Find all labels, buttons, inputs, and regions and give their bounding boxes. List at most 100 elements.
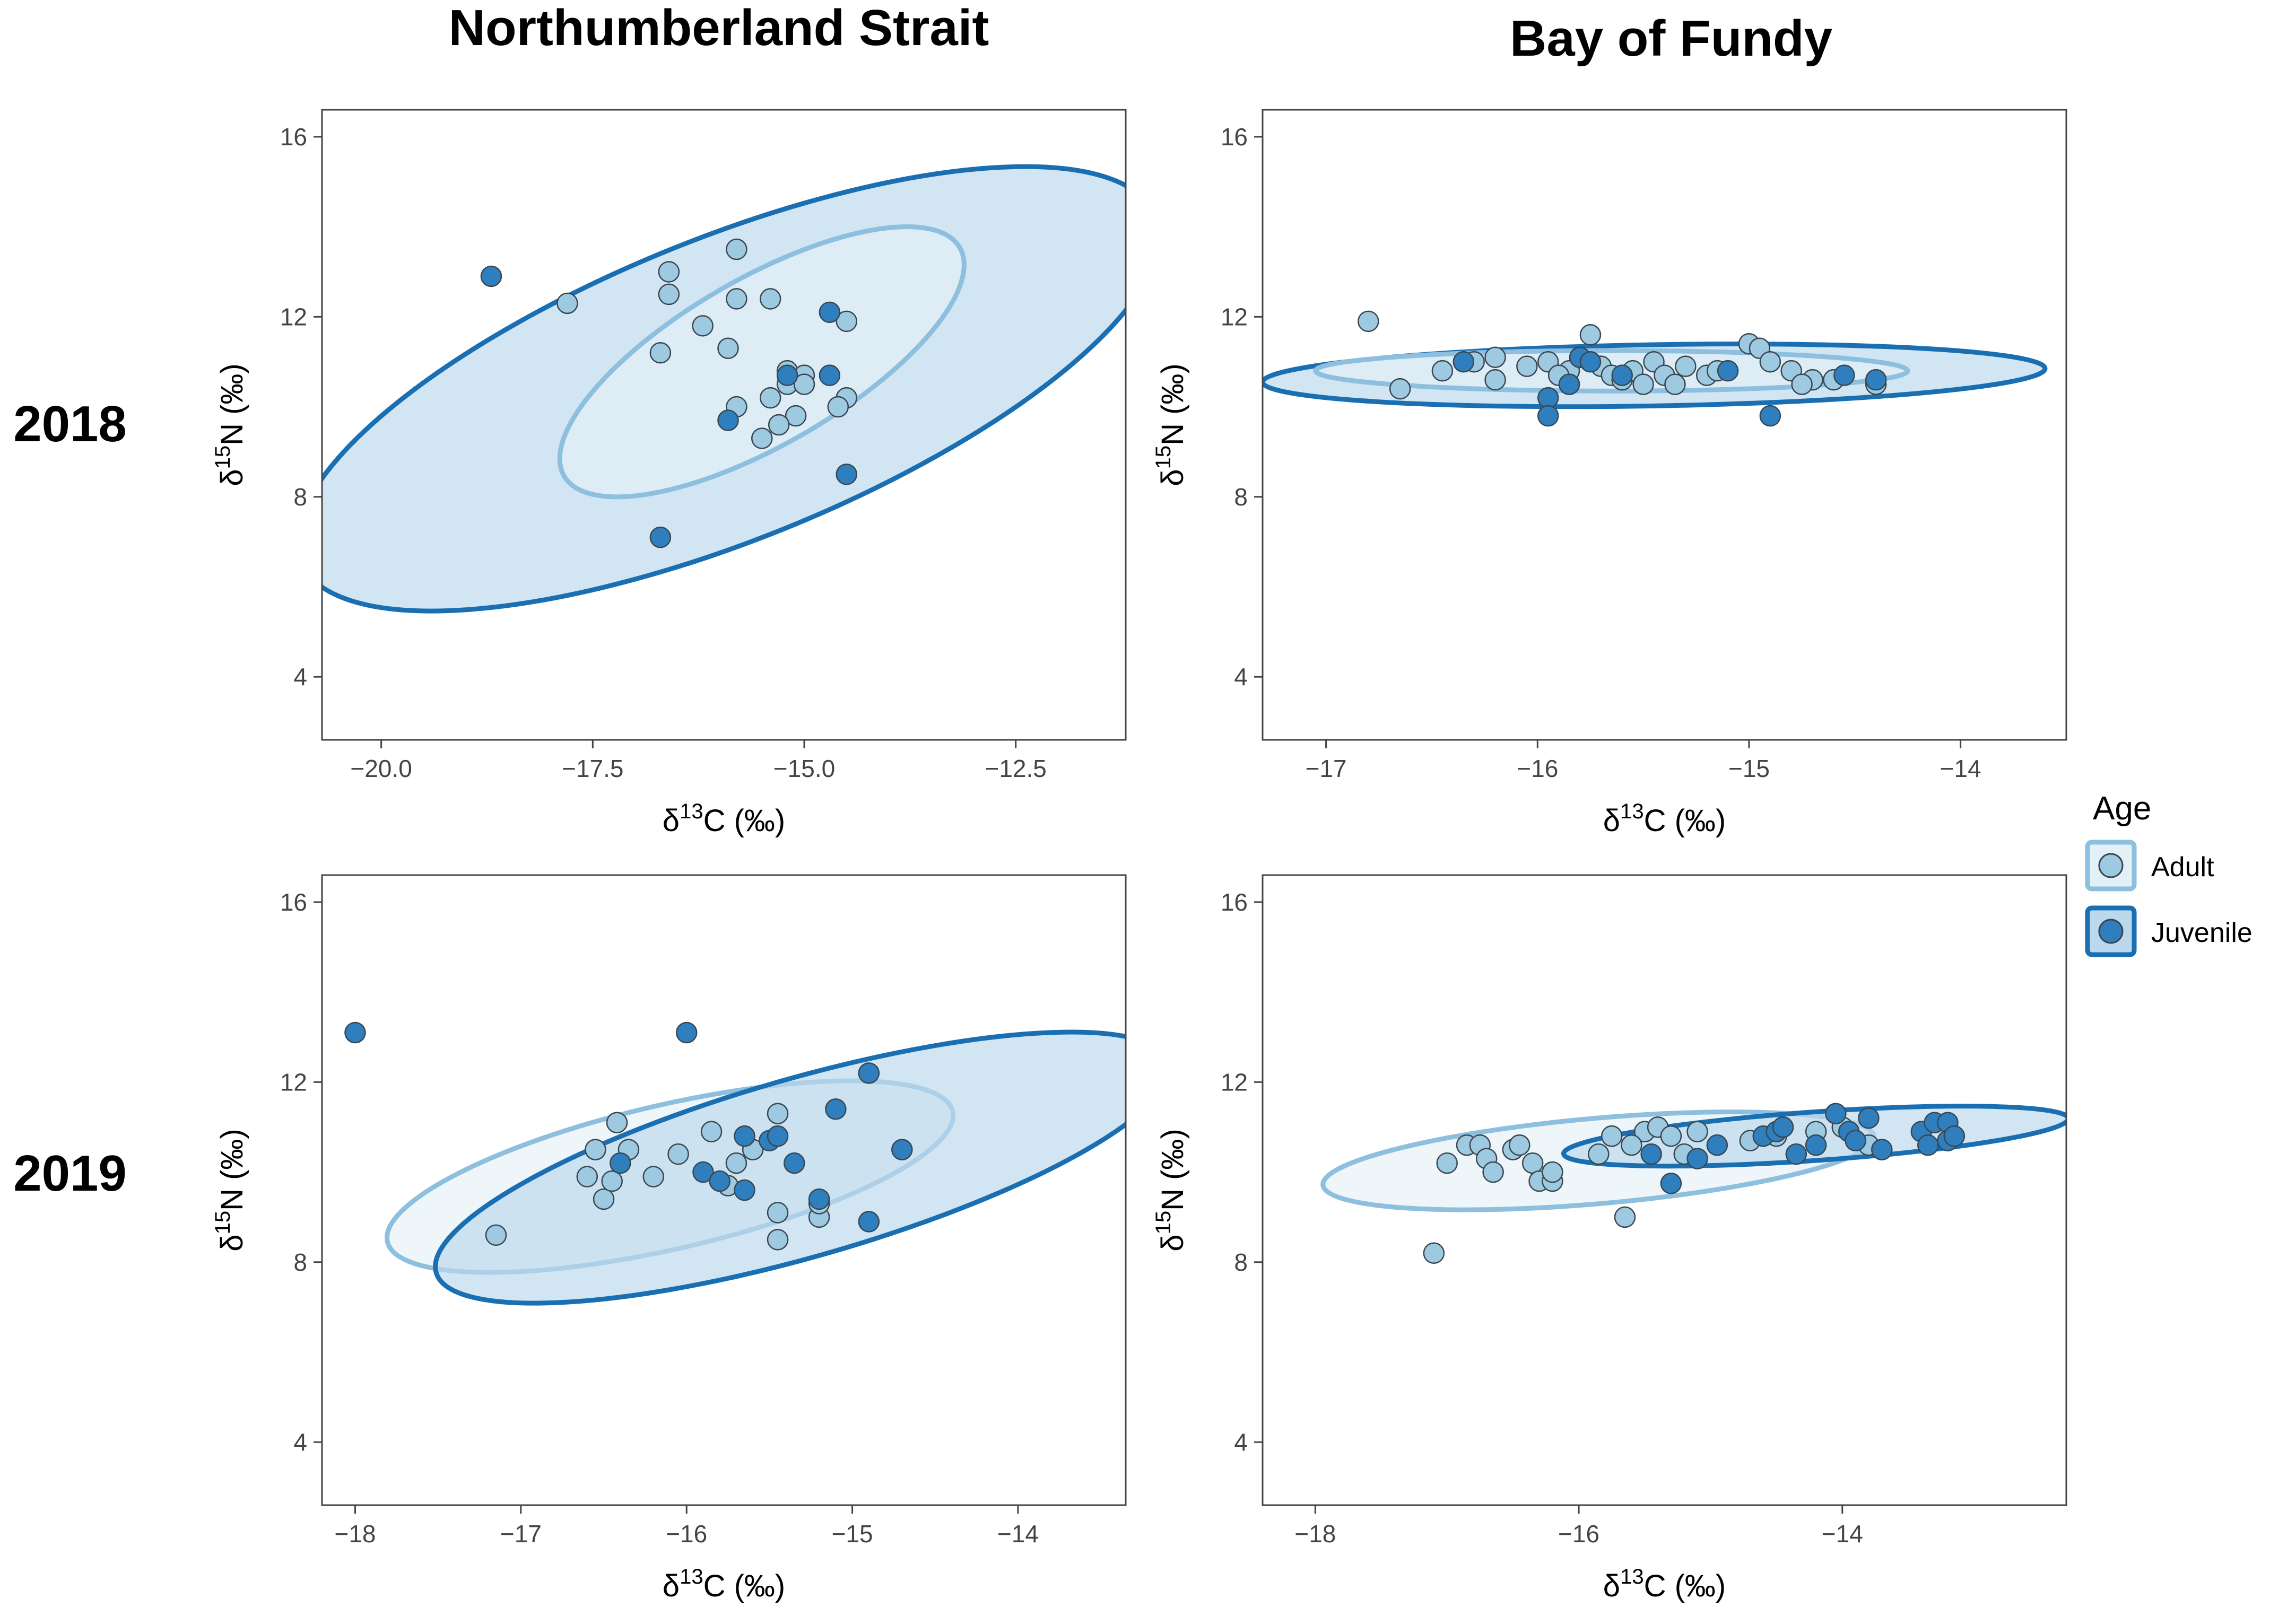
x-tick-label: −18	[1294, 1520, 1336, 1548]
adult-point	[1686, 1121, 1708, 1142]
adult-point	[759, 288, 781, 310]
plot-border	[321, 109, 1127, 741]
plot-border	[1262, 109, 2067, 741]
y-tick-label: 12	[280, 1068, 307, 1096]
juvenile-point	[1865, 369, 1887, 391]
adult-point	[768, 414, 790, 436]
adult-point	[667, 1143, 689, 1165]
adult-point	[1509, 1134, 1530, 1156]
adult-point	[1431, 360, 1454, 382]
juvenile-point	[1537, 387, 1559, 409]
adult-point	[1664, 373, 1686, 395]
column-title-northumberland: Northumberland Strait	[449, 0, 989, 56]
points	[344, 1021, 913, 1251]
juvenile-point	[692, 1161, 714, 1183]
juvenile-point	[1871, 1139, 1893, 1160]
y-tick-label: 4	[293, 663, 307, 691]
adult-point	[793, 373, 815, 395]
juvenile-point	[610, 1152, 631, 1174]
y-tick-label: 12	[1221, 1068, 1248, 1096]
x-tick-label: −14	[1940, 755, 1981, 782]
y-tick-label: 8	[1234, 1248, 1248, 1276]
adult-point	[658, 283, 680, 305]
juvenile-point	[1845, 1130, 1866, 1151]
adult-point	[1632, 373, 1654, 395]
adult-point	[1621, 1134, 1642, 1156]
adult-point	[1588, 1143, 1610, 1165]
adult-point	[1660, 1125, 1682, 1147]
panel-bof-2018: −17 −16 −15 −14 4 8 12 16 δ13C (‰) δ15N (‰)	[1152, 109, 2067, 838]
y-tick-label: 16	[1221, 123, 1248, 151]
juvenile-point	[1537, 405, 1559, 427]
juvenile-point	[1660, 1173, 1682, 1194]
adult-point	[1423, 1242, 1445, 1264]
y-axis-label: δ15N (‰)	[211, 1129, 249, 1251]
adult-point	[759, 387, 781, 409]
adult-point	[700, 1121, 723, 1142]
juvenile-point	[1558, 373, 1580, 395]
adult-point	[1436, 1152, 1458, 1174]
adult-point	[585, 1139, 606, 1160]
y-tick-label: 8	[293, 483, 307, 511]
adult-point	[601, 1170, 623, 1192]
juvenile-point	[1772, 1116, 1794, 1138]
juvenile-point	[1943, 1125, 1965, 1147]
y-axis-label: δ15N (‰)	[1152, 363, 1190, 486]
points	[1358, 310, 1887, 427]
juvenile-point	[675, 1021, 698, 1044]
adult-point	[1389, 378, 1411, 400]
legend-label-juvenile: Juvenile	[2151, 918, 2252, 948]
x-tick-label: −17	[1306, 755, 1347, 782]
adult-point	[827, 396, 849, 418]
adult-point	[1516, 355, 1538, 377]
x-tick-label: −14	[997, 1520, 1039, 1548]
adult-point	[717, 337, 739, 359]
juvenile-point	[767, 1125, 789, 1147]
adult-point	[606, 1112, 628, 1133]
y-tick-label: 8	[293, 1248, 307, 1276]
juvenile-point	[717, 409, 739, 431]
juvenile-point	[1759, 405, 1781, 427]
adult-point	[726, 238, 747, 260]
adult-point	[649, 342, 672, 364]
adult-point	[658, 261, 680, 283]
juvenile-point	[1611, 364, 1633, 386]
adult-point	[1579, 324, 1602, 346]
juvenile-point	[858, 1211, 880, 1233]
legend-label-adult: Adult	[2151, 852, 2214, 883]
adult-point	[576, 1166, 598, 1187]
juvenile-point	[734, 1179, 755, 1201]
adult-point	[1482, 1161, 1504, 1183]
adult-ellipse	[557, 224, 967, 500]
juvenile-point	[1785, 1143, 1807, 1165]
adult-point	[726, 288, 747, 310]
juvenile-point	[891, 1139, 913, 1160]
x-tick-label: −12.5	[985, 755, 1046, 782]
row-title-2018: 2018	[13, 396, 127, 452]
juvenile-point	[344, 1021, 366, 1044]
adult-point	[1484, 369, 1506, 391]
juvenile-point	[858, 1062, 880, 1084]
x-axis-label: δ13C (‰)	[1603, 1565, 1726, 1603]
adult-point	[767, 1103, 789, 1124]
y-tick-label: 12	[280, 303, 307, 330]
juvenile-point	[776, 364, 798, 386]
y-tick-label: 16	[280, 123, 307, 151]
y-axis-label: δ15N (‰)	[211, 363, 249, 486]
juvenile-point	[1825, 1103, 1847, 1124]
x-tick-label: −15	[832, 1520, 873, 1548]
adult-point	[485, 1224, 507, 1246]
y-tick-label: 4	[293, 1428, 307, 1456]
legend: Age Adult Juvenile	[2085, 790, 2252, 957]
adult-point	[767, 1202, 789, 1224]
adult-point	[836, 310, 857, 333]
adult-point	[725, 1152, 747, 1174]
y-tick-label: 4	[1234, 663, 1248, 691]
juvenile-point	[825, 1098, 847, 1120]
juvenile-point	[819, 301, 841, 324]
legend-point-adult	[2098, 853, 2124, 878]
x-tick-label: −15	[1728, 755, 1770, 782]
panel-ns-2018: −20.0 −17.5 −15.0 −12.5 4 8 12 16 δ13C (‰) δ15N (…	[211, 109, 1127, 838]
y-tick-label: 16	[1221, 888, 1248, 916]
juvenile-point	[1858, 1107, 1880, 1129]
